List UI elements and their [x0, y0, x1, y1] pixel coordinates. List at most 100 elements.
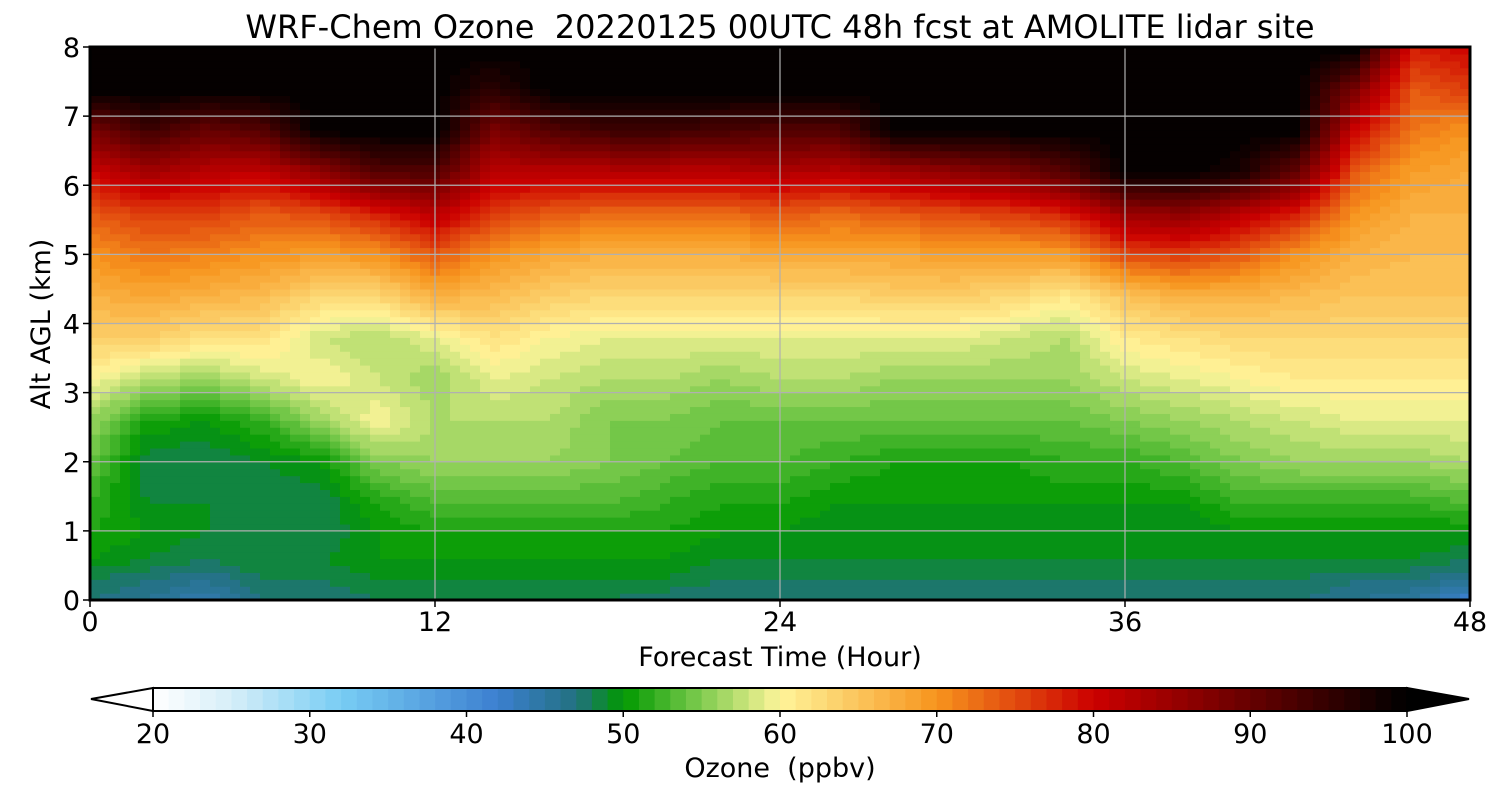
- ozone-cell: [220, 579, 231, 587]
- ozone-cell: [200, 219, 211, 228]
- ozone-cell: [450, 316, 461, 325]
- ozone-cell: [500, 240, 511, 249]
- ozone-cell: [540, 178, 551, 186]
- ozone-cell: [540, 53, 551, 62]
- ozone-cell: [670, 268, 681, 276]
- ozone-cell: [120, 399, 131, 408]
- ozone-cell: [670, 129, 681, 138]
- ozone-cell: [410, 517, 421, 525]
- ozone-cell: [380, 558, 391, 567]
- ozone-cell: [120, 47, 131, 55]
- ozone-cell: [650, 254, 661, 262]
- ozone-cell: [170, 60, 181, 69]
- ozone-cell: [620, 551, 631, 560]
- ozone-cell: [130, 233, 141, 242]
- ozone-cell: [270, 136, 281, 145]
- ozone-cell: [210, 60, 221, 69]
- ozone-cell: [690, 47, 701, 55]
- ozone-cell: [200, 95, 211, 103]
- ozone-cell: [650, 406, 661, 414]
- ozone-cell: [140, 178, 151, 186]
- ozone-cell: [680, 95, 691, 103]
- ozone-cell: [550, 185, 561, 193]
- ozone-cell: [140, 358, 151, 366]
- ozone-cell: [520, 212, 531, 221]
- ozone-cell: [400, 123, 411, 131]
- ozone-cell: [420, 434, 431, 442]
- ozone-cell: [490, 364, 501, 373]
- ozone-cell: [550, 434, 561, 442]
- ozone-cell: [360, 316, 371, 325]
- ozone-cell: [660, 116, 671, 124]
- ozone-cell: [630, 268, 641, 276]
- ozone-cell: [580, 275, 591, 283]
- ozone-cell: [100, 406, 111, 414]
- ozone-cell: [410, 378, 421, 387]
- ozone-cell: [230, 240, 241, 249]
- ozone-cell: [670, 60, 681, 69]
- ozone-cell: [230, 434, 241, 442]
- ozone-cell: [340, 413, 351, 421]
- ozone-cell: [460, 489, 471, 497]
- ozone-cell: [570, 282, 581, 290]
- ozone-cell: [310, 551, 321, 560]
- ozone-cell: [100, 517, 111, 525]
- ozone-cell: [220, 344, 231, 352]
- ozone-cell: [300, 275, 311, 283]
- ozone-cell: [130, 482, 141, 490]
- ozone-cell: [310, 427, 321, 435]
- ozone-cell: [210, 323, 221, 332]
- ozone-cell: [130, 454, 141, 463]
- ozone-cell: [520, 282, 531, 290]
- ozone-cell: [180, 247, 191, 255]
- ozone-cell: [290, 593, 301, 600]
- ozone-cell: [550, 109, 561, 117]
- ozone-cell: [570, 288, 581, 297]
- ozone-cell: [520, 544, 531, 553]
- ozone-cell: [90, 178, 101, 186]
- ozone-cell: [520, 102, 531, 110]
- ozone-cell: [370, 427, 381, 435]
- ozone-cell: [700, 434, 711, 442]
- ozone-cell: [110, 295, 121, 304]
- ozone-cell: [220, 593, 231, 600]
- ozone-cell: [190, 489, 201, 497]
- ozone-cell: [350, 441, 361, 449]
- ozone-cell: [320, 219, 331, 228]
- ozone-cell: [290, 427, 301, 435]
- ozone-cell: [170, 454, 181, 463]
- ozone-cell: [150, 399, 161, 408]
- ozone-cell: [290, 109, 301, 117]
- ozone-cell: [460, 496, 471, 504]
- ozone-cell: [180, 192, 191, 200]
- ozone-cell: [90, 441, 101, 449]
- ozone-cell: [480, 171, 491, 179]
- ozone-cell: [120, 447, 131, 456]
- ozone-cell: [610, 523, 621, 532]
- ozone-cell: [530, 88, 541, 96]
- ozone-cell: [420, 102, 431, 110]
- ozone-cell: [190, 136, 201, 145]
- ozone-cell: [190, 102, 201, 110]
- ozone-cell: [690, 378, 701, 387]
- ozone-cell: [440, 482, 451, 490]
- ozone-cell: [270, 586, 281, 594]
- ozone-cell: [260, 95, 271, 103]
- ozone-cell: [210, 157, 221, 166]
- ozone-cell: [360, 81, 371, 90]
- ozone-cell: [180, 344, 191, 352]
- ozone-cell: [600, 316, 611, 325]
- ozone-cell: [230, 282, 241, 290]
- ozone-cell: [300, 74, 311, 83]
- ozone-cell: [660, 164, 671, 173]
- ozone-cell: [600, 593, 611, 600]
- ozone-cell: [670, 461, 681, 470]
- ozone-cell: [610, 565, 621, 573]
- ozone-cell: [560, 53, 571, 62]
- ozone-cell: [510, 593, 521, 600]
- ozone-cell: [170, 47, 181, 55]
- ozone-cell: [500, 309, 511, 318]
- ozone-cell: [130, 330, 141, 338]
- ozone-cell: [250, 212, 261, 221]
- ozone-cell: [690, 434, 701, 442]
